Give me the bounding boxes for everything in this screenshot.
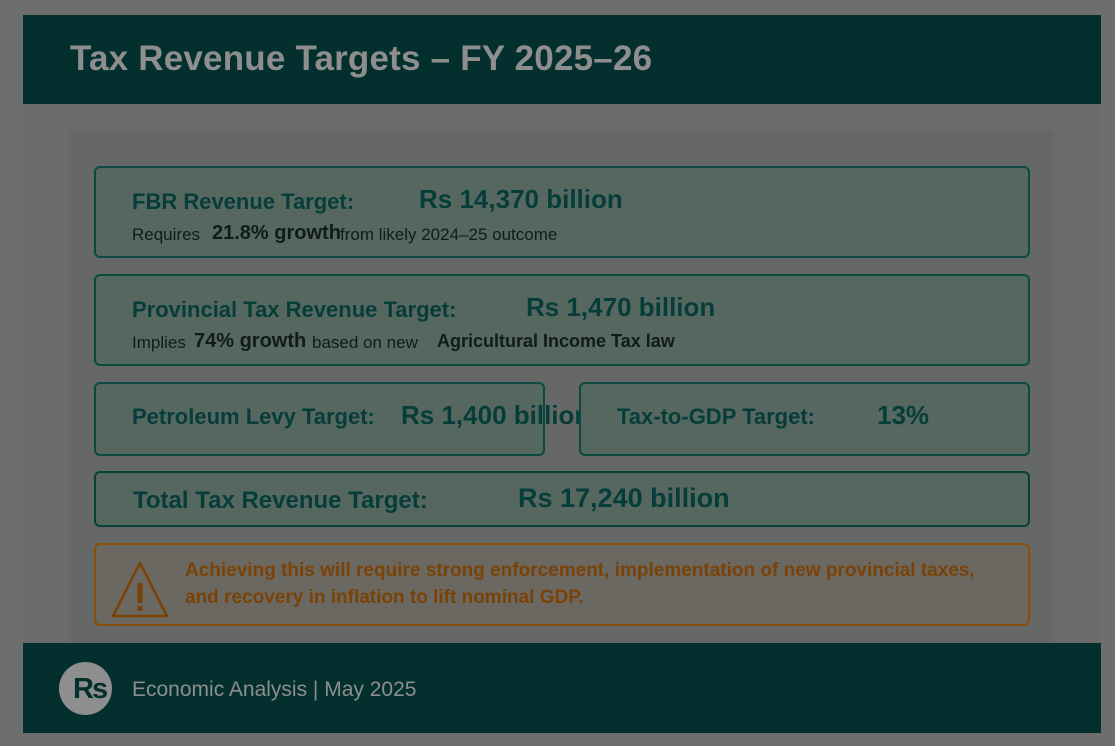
warning-box: Achieving this will require strong enfor… bbox=[94, 543, 1030, 626]
provincial-growth-value: 74% growth bbox=[194, 330, 307, 352]
total-target-label: Total Tax Revenue Target: bbox=[133, 487, 428, 514]
header-bar: Tax Revenue Targets – FY 2025–26 bbox=[23, 15, 1101, 104]
fbr-target-value: Rs 14,370 billion bbox=[419, 184, 623, 214]
logo: Rs bbox=[59, 662, 112, 715]
provincial-sub-prefix: Implies bbox=[132, 333, 186, 352]
petroleum-levy-card: Petroleum Levy Target: Rs 1,400 billion bbox=[94, 382, 590, 456]
provincial-target-label: Provincial Tax Revenue Target: bbox=[132, 297, 457, 322]
fbr-sub-prefix: Requires bbox=[132, 225, 201, 244]
fbr-target-card: FBR Revenue Target: Rs 14,370 billion Re… bbox=[94, 166, 1030, 258]
footer-bar: Rs Economic Analysis | May 2025 bbox=[23, 643, 1101, 733]
page-title: Tax Revenue Targets – FY 2025–26 bbox=[70, 39, 653, 78]
fbr-growth-value: 21.8% growth bbox=[212, 222, 341, 244]
warning-triangle-icon bbox=[111, 561, 169, 618]
petroleum-levy-value: Rs 1,400 billion bbox=[401, 400, 591, 430]
provincial-sub-mid: based on new bbox=[312, 333, 418, 352]
warning-message: Achieving this will require strong enfor… bbox=[185, 560, 975, 608]
logo-text: Rs bbox=[73, 673, 108, 705]
total-target-value: Rs 17,240 billion bbox=[518, 483, 730, 513]
tax-to-gdp-value: 13% bbox=[877, 400, 930, 430]
footer-text: Economic Analysis | May 2025 bbox=[132, 678, 417, 701]
provincial-target-value: Rs 1,470 billion bbox=[526, 292, 716, 322]
tax-to-gdp-label: Tax-to-GDP Target: bbox=[617, 404, 816, 429]
provincial-target-card: Provincial Tax Revenue Target: Rs 1,470 … bbox=[94, 274, 1030, 366]
fbr-sub-suffix: from likely 2024–25 outcome bbox=[340, 225, 558, 244]
total-target-card: Total Tax Revenue Target: Rs 17,240 bill… bbox=[94, 471, 1030, 527]
fbr-target-label: FBR Revenue Target: bbox=[132, 189, 355, 214]
petroleum-levy-label: Petroleum Levy Target: bbox=[132, 404, 375, 429]
provincial-law-name: Agricultural Income Tax law bbox=[437, 331, 675, 351]
tax-to-gdp-card: Tax-to-GDP Target: 13% bbox=[579, 382, 1030, 456]
